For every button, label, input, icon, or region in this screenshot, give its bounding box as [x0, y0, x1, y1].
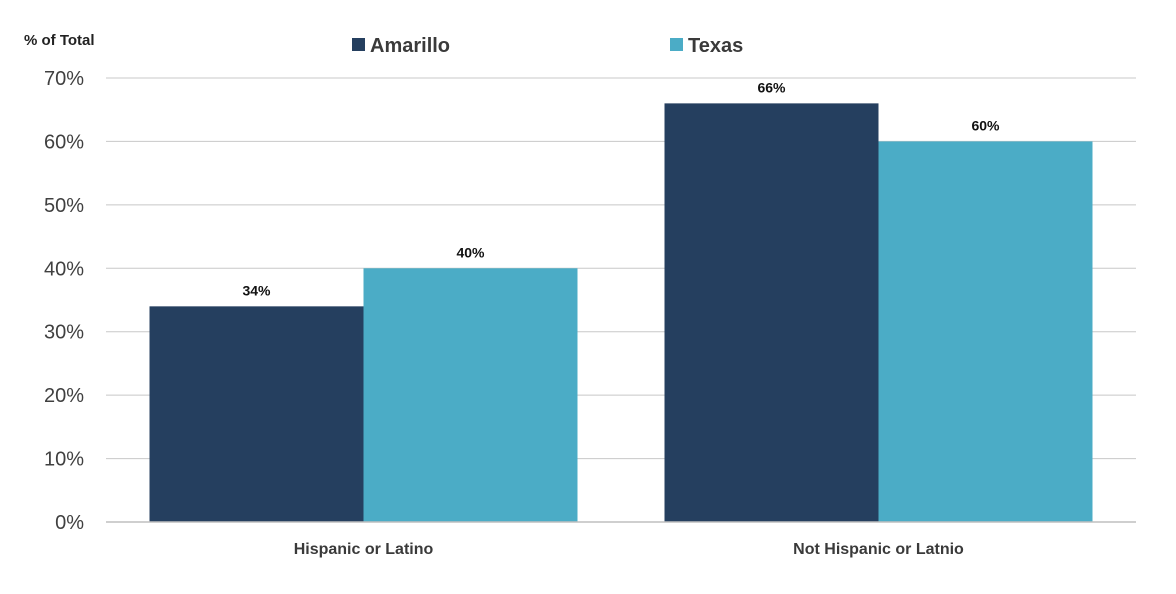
axes: 0% 10% 20% 30% 40% 50% 60% 70% Hispanic or Latin…: [44, 68, 1136, 558]
data-label: 66%: [757, 79, 786, 95]
y-tick-label: 60%: [44, 131, 84, 153]
y-tick-label: 10%: [44, 449, 84, 471]
y-tick-label: 30%: [44, 322, 84, 344]
bar-amarillo-0: [149, 306, 364, 522]
legend: Amarillo Texas: [352, 35, 743, 57]
legend-swatch-texas: [670, 38, 683, 51]
bar-amarillo-1: [664, 103, 879, 522]
data-label: 34%: [242, 282, 271, 298]
y-tick-label: 70%: [44, 68, 84, 90]
x-category-label: Not Hispanic or Latnio: [793, 541, 964, 558]
legend-label-amarillo: Amarillo: [370, 35, 450, 57]
y-tick-label: 50%: [44, 195, 84, 217]
data-label: 60%: [971, 117, 1000, 133]
bars: [149, 103, 1093, 522]
data-labels: 34% 40% 66% 60%: [242, 79, 1000, 298]
bar-texas-1: [878, 141, 1093, 522]
legend-label-texas: Texas: [688, 35, 743, 57]
y-tick-label: 0%: [55, 512, 84, 534]
y-tick-label: 20%: [44, 385, 84, 407]
data-label: 40%: [456, 244, 485, 260]
legend-swatch-amarillo: [352, 38, 365, 51]
bar-texas-0: [363, 268, 578, 522]
y-tick-label: 40%: [44, 258, 84, 280]
y-axis-title: % of Total: [24, 32, 95, 49]
x-category-label: Hispanic or Latino: [294, 541, 434, 558]
